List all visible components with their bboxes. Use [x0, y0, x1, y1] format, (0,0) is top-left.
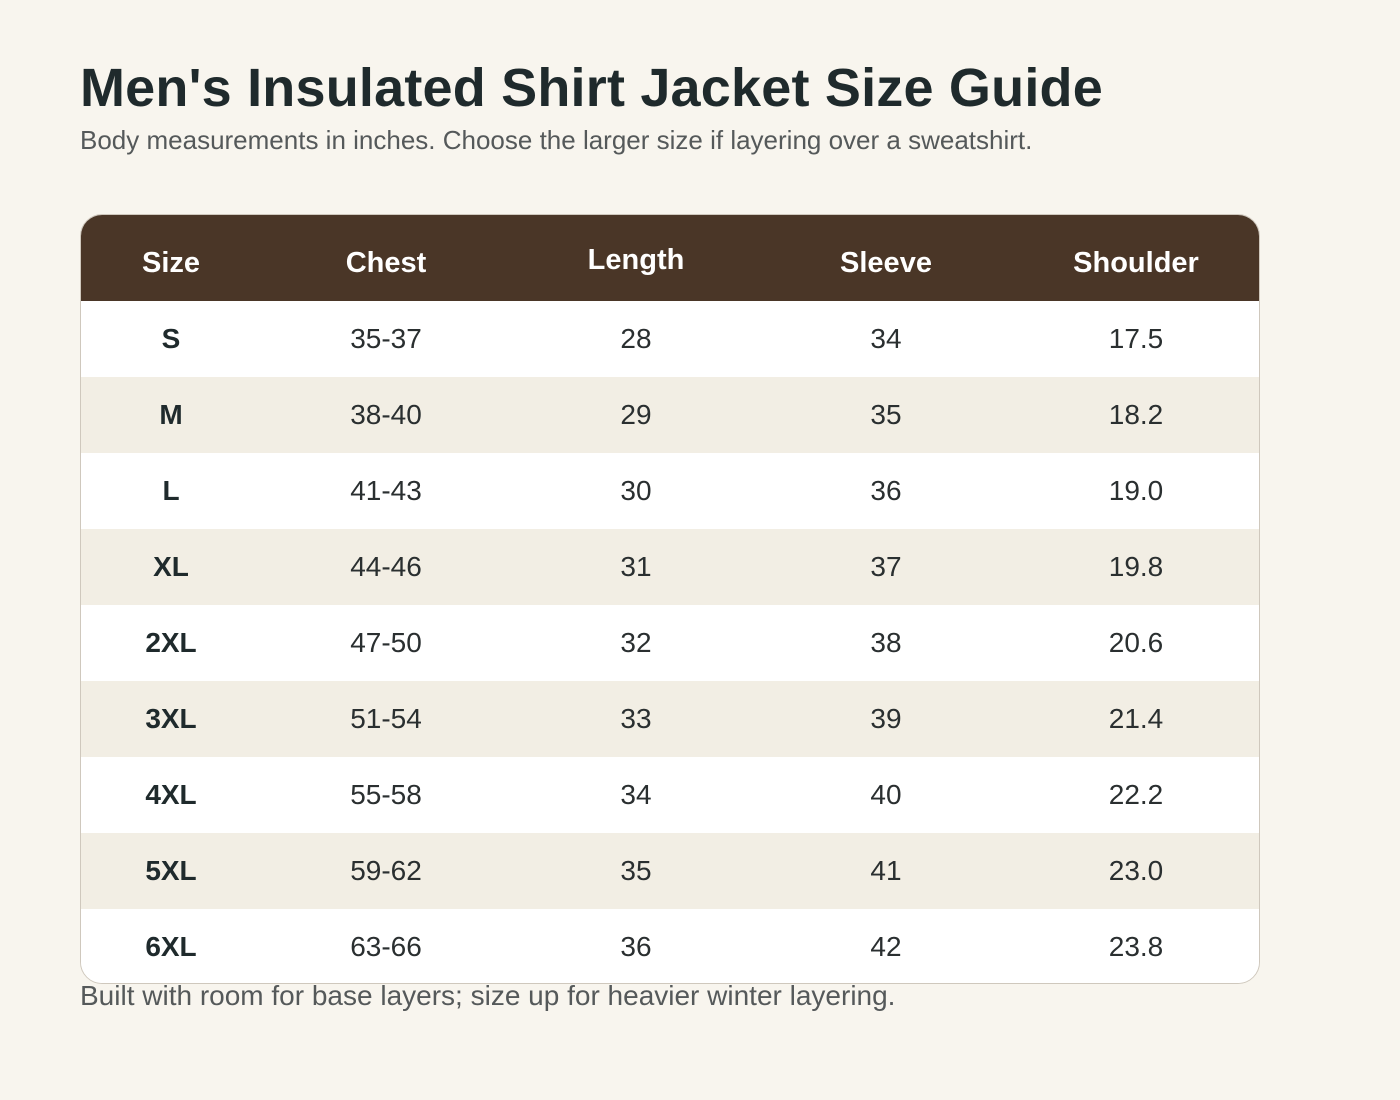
shoulder-cell: 21.4: [1108, 703, 1164, 734]
sleeve-cell: 42: [870, 931, 902, 962]
size-cell: S: [161, 323, 181, 354]
table-row: 2XL 47-50 32 38 20.6: [81, 605, 1259, 681]
chest-cell: 59-62: [350, 855, 422, 886]
header-length: Length: [587, 243, 685, 276]
size-cell: M: [159, 399, 183, 430]
chest-cell: 47-50: [350, 627, 422, 658]
fit-note: Built with room for base layers; size up…: [80, 980, 896, 1011]
size-cell: XL: [153, 551, 189, 582]
table-row: S 35-37 28 34 17.5: [81, 301, 1259, 377]
chest-cell: 35-37: [350, 323, 422, 354]
length-cell: 33: [620, 703, 652, 734]
shoulder-cell: 19.0: [1108, 475, 1164, 506]
chest-cell: 63-66: [350, 931, 422, 962]
table-row: 4XL 55-58 34 40 22.2: [81, 757, 1259, 833]
size-cell: 3XL: [145, 703, 197, 734]
length-cell: 31: [620, 551, 652, 582]
table-row: 3XL 51-54 33 39 21.4: [81, 681, 1259, 757]
length-cell: 32: [620, 627, 652, 658]
size-table-body: S 35-37 28 34 17.5 M 38-40 29 35 18.2 L …: [81, 301, 1259, 983]
chest-cell: 55-58: [350, 779, 422, 810]
length-cell: 34: [620, 779, 652, 810]
length-cell: 29: [620, 399, 652, 430]
header-size: Size: [141, 246, 201, 279]
header-sleeve: Sleeve: [840, 246, 932, 279]
sleeve-cell: 40: [870, 779, 902, 810]
header-chest: Chest: [345, 246, 427, 279]
sleeve-cell: 34: [870, 323, 902, 354]
size-cell: 4XL: [145, 779, 197, 810]
table-row: XL 44-46 31 37 19.8: [81, 529, 1259, 605]
sleeve-cell: 39: [870, 703, 902, 734]
size-cell: 2XL: [145, 627, 197, 658]
shoulder-cell: 19.8: [1108, 551, 1164, 582]
size-table: Size Chest Length Sleeve Shoulder S 35-3…: [81, 215, 1259, 983]
shoulder-cell: 23.8: [1108, 931, 1164, 962]
sleeve-cell: 35: [870, 399, 902, 430]
size-cell: L: [162, 475, 180, 506]
table-row: 6XL 63-66 36 42 23.8: [81, 909, 1259, 983]
length-cell: 30: [620, 475, 652, 506]
shoulder-cell: 17.5: [1108, 323, 1164, 354]
shoulder-cell: 22.2: [1108, 779, 1164, 810]
chest-cell: 38-40: [350, 399, 422, 430]
chest-cell: 41-43: [350, 475, 422, 506]
shoulder-cell: 20.6: [1108, 627, 1164, 658]
shoulder-cell: 23.0: [1108, 855, 1164, 886]
table-row: 5XL 59-62 35 41 23.0: [81, 833, 1259, 909]
header-shoulder: Shoulder: [1073, 246, 1199, 279]
chest-cell: 51-54: [350, 703, 422, 734]
size-table-container: Size Chest Length Sleeve Shoulder S 35-3…: [80, 214, 1260, 984]
size-cell: 5XL: [145, 855, 197, 886]
page-title: Men's Insulated Shirt Jacket Size Guide: [80, 58, 1103, 118]
length-cell: 28: [620, 323, 652, 354]
header-row: Size Chest Length Sleeve Shoulder: [81, 215, 1259, 301]
sleeve-cell: 36: [870, 475, 902, 506]
sleeve-cell: 41: [870, 855, 902, 886]
size-table-header: Size Chest Length Sleeve Shoulder: [81, 215, 1259, 301]
size-cell: 6XL: [145, 931, 197, 962]
sleeve-cell: 37: [870, 551, 902, 582]
chest-cell: 44-46: [350, 551, 422, 582]
sleeve-cell: 38: [870, 627, 902, 658]
length-cell: 36: [620, 931, 652, 962]
length-cell: 35: [620, 855, 652, 886]
table-row: M 38-40 29 35 18.2: [81, 377, 1259, 453]
shoulder-cell: 18.2: [1108, 399, 1164, 430]
page-subtitle: Body measurements in inches. Choose the …: [80, 125, 1033, 155]
table-row: L 41-43 30 36 19.0: [81, 453, 1259, 529]
